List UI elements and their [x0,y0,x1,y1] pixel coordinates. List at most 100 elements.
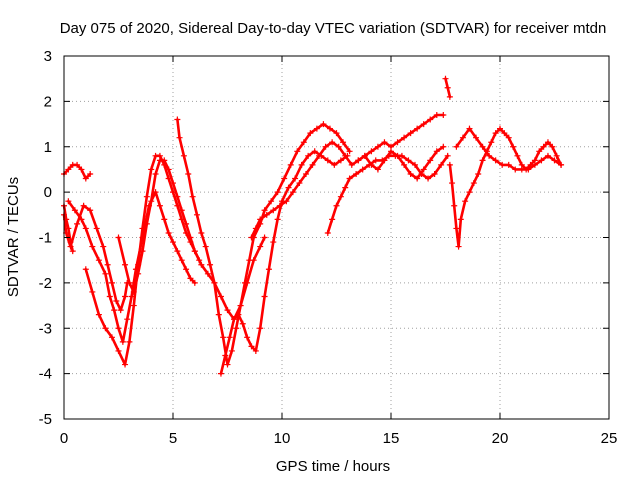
data-point [444,152,451,159]
data-point [235,311,242,318]
series-track-2 [65,189,198,345]
y-tick-label: 3 [44,48,52,65]
data-point [374,166,381,173]
data-point [425,175,432,182]
data-point [433,148,440,155]
data-point [446,161,453,168]
data-point [340,139,347,146]
data-point [148,166,155,173]
data-point [161,157,168,164]
data-point [420,121,427,128]
data-point [361,152,368,159]
data-point [113,298,120,305]
data-point [270,207,277,214]
data-point [451,202,458,209]
data-point [368,161,375,168]
series-track-4 [115,157,268,323]
data-point [486,152,493,159]
data-point [326,125,333,132]
data-point [289,189,296,196]
data-point [475,170,482,177]
series-line [62,204,129,312]
data-point [193,211,200,218]
data-point [82,266,89,273]
x-tick-label: 10 [274,430,291,447]
series-track-10 [446,125,565,250]
data-point [202,243,209,250]
data-point [174,116,181,123]
data-point [71,207,78,214]
data-point [405,157,412,164]
data-point [313,125,320,132]
data-point [257,243,264,250]
data-point [191,248,198,255]
data-point [124,316,131,323]
data-point [466,189,473,196]
y-axis-title: SDTVAR / TECUs [5,177,22,297]
series-line [84,154,201,366]
data-point [207,261,214,268]
data-point [316,152,323,159]
data-point [551,157,558,164]
data-point [285,184,292,191]
data-point [276,202,283,209]
data-point [143,220,150,227]
data-point [401,161,408,168]
data-point [237,302,244,309]
data-point [183,220,190,227]
data-point [261,234,268,241]
data-point [499,161,506,168]
data-point [440,143,447,150]
data-point [152,170,159,177]
data-point [453,143,460,150]
data-point [342,184,349,191]
series-track-12 [61,161,94,182]
data-point [538,157,545,164]
data-point [80,202,87,209]
data-point [102,270,109,277]
data-point [74,220,81,227]
data-point [226,334,233,341]
data-point [414,125,421,132]
data-point [420,166,427,173]
data-point [115,234,122,241]
data-point [78,216,85,223]
data-point [346,148,353,155]
data-point [444,84,451,91]
data-point [189,193,196,200]
data-point [217,370,224,377]
data-point [217,293,224,300]
data-point [228,347,235,354]
data-point [82,225,89,232]
data-point [252,347,259,354]
data-point [401,134,408,141]
data-point [553,152,560,159]
data-point [165,166,172,173]
data-point [331,161,338,168]
series-line [176,118,351,366]
data-point [180,152,187,159]
data-point [115,325,122,332]
data-point [185,170,192,177]
data-point [329,139,336,146]
y-tick-label: -1 [39,230,52,247]
data-point [224,361,231,368]
data-point [348,161,355,168]
data-point [531,161,538,168]
data-point [270,239,277,246]
data-point [130,288,137,295]
data-point [69,248,76,255]
data-point [65,166,72,173]
data-point [427,157,434,164]
data-point [231,316,238,323]
axis-ticks: 0 5 10 15 20 25 -5 -4 -3 -2 -1 0 1 2 3 [39,48,618,447]
data-point [74,161,81,168]
series-track-13 [61,202,76,255]
data-point [381,139,388,146]
data-point [281,175,288,182]
data-point [241,279,248,286]
data-point [305,152,312,159]
data-point [453,225,460,232]
data-point [148,198,155,205]
data-point [438,161,445,168]
